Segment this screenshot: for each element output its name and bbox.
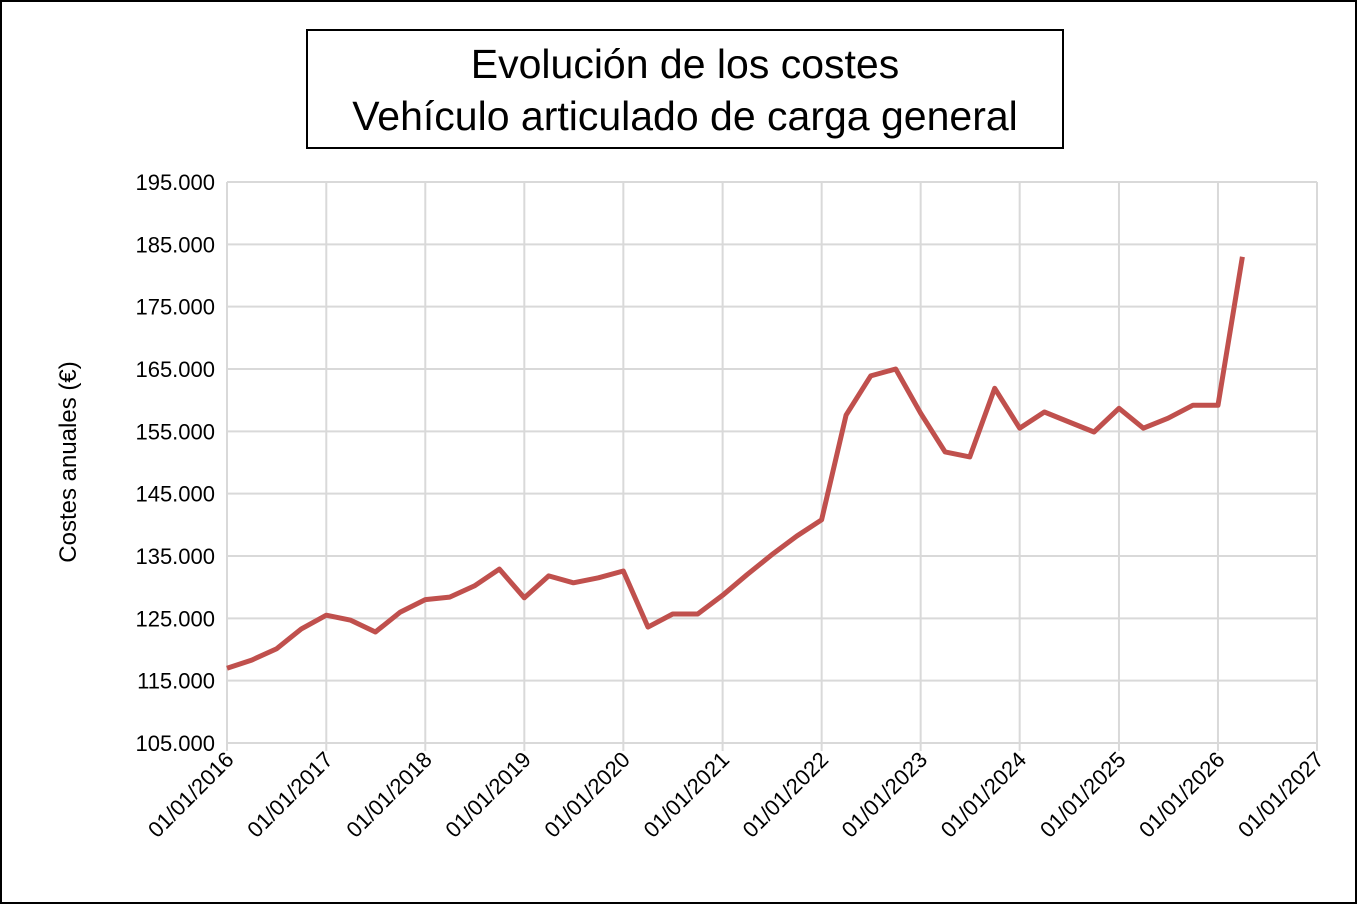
title-box [306,29,1064,149]
data-line [226,256,1245,671]
y-tick-label: 105.000 [135,731,215,756]
y-tick-label: 135.000 [135,544,215,569]
y-tick-label: 185.000 [135,232,215,257]
y-tick-label: 175.000 [135,295,215,320]
y-axis-label: Costes anuales (€) [55,361,82,562]
chart-subtitle: Vehículo articulado de carga general [352,93,1018,139]
y-tick-label: 165.000 [135,357,215,382]
chart-title: Evolución de los costes [471,41,899,87]
y-tick-label: 195.000 [135,170,215,195]
y-tick-label: 125.000 [135,606,215,631]
y-tick-label: 115.000 [137,669,215,694]
y-tick-label: 145.000 [135,482,215,507]
y-tick-label: 155.000 [135,419,215,444]
